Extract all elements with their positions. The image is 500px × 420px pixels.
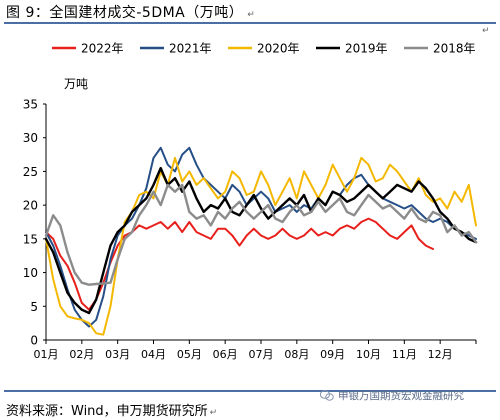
return-mark-icon: ↵ xyxy=(247,10,256,20)
x-tick-label: 03月 xyxy=(105,348,130,361)
series-line xyxy=(44,166,478,315)
y-tick-label: 0 xyxy=(30,334,38,348)
legend-label: 2018年 xyxy=(433,42,476,56)
wechat-icon xyxy=(320,390,334,401)
series-line xyxy=(45,146,477,328)
source-text: 资料来源：Wind，申万期货研究所 xyxy=(6,404,208,419)
return-mark-icon: ↵ xyxy=(482,26,490,36)
legend-label: 2022年 xyxy=(81,42,124,56)
y-tick-label: 10 xyxy=(23,266,38,280)
legend-label: 2021年 xyxy=(169,42,212,56)
figure-title: 图 9：全国建材成交-5DMA（万吨） ↵ xyxy=(6,2,255,22)
y-tick-label: 20 xyxy=(23,199,38,213)
y-tick-label: 5 xyxy=(30,300,38,314)
x-tick-label: 11月 xyxy=(392,348,417,361)
watermark: 申银万国期货宏观金融研究 xyxy=(320,388,464,403)
x-tick-label: 01月 xyxy=(34,348,59,361)
y-tick-label: 15 xyxy=(23,232,38,246)
x-tick-label: 06月 xyxy=(213,348,238,361)
x-tick-label: 08月 xyxy=(284,348,309,361)
y-tick-label: 25 xyxy=(23,165,38,179)
source-note: 资料来源：Wind，申万期货研究所 ↵ xyxy=(6,400,217,419)
x-tick-label: 02月 xyxy=(69,348,94,361)
y-axis-label: 万吨 xyxy=(64,77,88,91)
watermark-text: 申银万国期货宏观金融研究 xyxy=(338,390,464,402)
figure-title-text: 图 9：全国建材成交-5DMA（万吨） xyxy=(6,5,244,21)
x-tick-label: 05月 xyxy=(177,348,202,361)
source-rule xyxy=(4,390,496,392)
legend-label: 2020年 xyxy=(257,42,300,56)
return-mark-icon: ↵ xyxy=(209,408,218,418)
x-tick-label: 10月 xyxy=(356,348,381,361)
x-tick-label: 04月 xyxy=(141,348,166,361)
y-tick-label: 35 xyxy=(23,98,38,112)
x-tick-label: 07月 xyxy=(249,348,274,361)
legend-label: 2019年 xyxy=(345,42,388,56)
x-tick-label: 12月 xyxy=(428,348,453,361)
y-tick-label: 30 xyxy=(23,131,38,145)
x-tick-label: 09月 xyxy=(320,348,345,361)
series-line xyxy=(44,183,478,286)
title-rule xyxy=(4,22,496,24)
